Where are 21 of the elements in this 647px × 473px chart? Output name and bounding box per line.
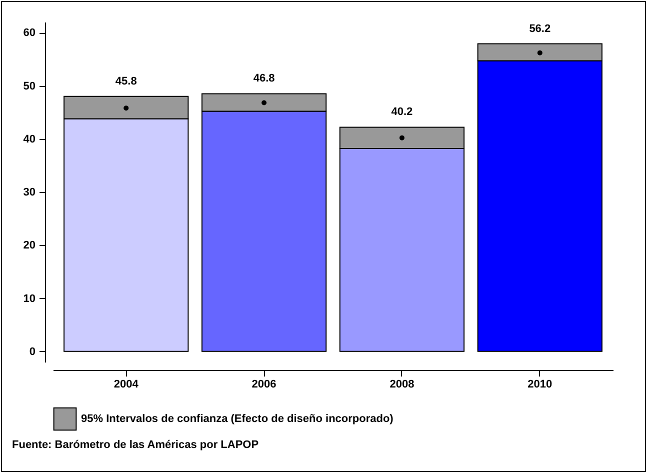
- y-tick-label: 50: [23, 80, 36, 92]
- data-label: 46.8: [253, 72, 275, 85]
- x-tick-label: 2006: [252, 378, 276, 390]
- legend-label: 95% Intervalos de confianza (Efecto de diseño incorporado): [81, 413, 394, 425]
- data-label: 45.8: [115, 75, 137, 88]
- x-tick-label: 2004: [114, 378, 140, 390]
- x-tick-label: 2008: [390, 378, 414, 390]
- data-label: 40.2: [391, 106, 413, 118]
- point: [124, 106, 129, 111]
- point: [262, 100, 267, 106]
- y-tick-label: 0: [29, 346, 36, 358]
- point: [399, 135, 404, 140]
- y-tick-label: 20: [23, 240, 36, 252]
- y-tick-label: 10: [23, 292, 36, 305]
- y-tick-label: 60: [23, 27, 36, 40]
- source-note: Fuente: Barómetro de las Américas por LAPOP: [12, 439, 259, 451]
- y-tick-label: 40: [23, 133, 36, 146]
- data-label: 56.2: [529, 22, 551, 35]
- point: [537, 50, 542, 56]
- y-tick-label: 30: [23, 186, 36, 198]
- x-tick-label: 2010: [528, 378, 552, 390]
